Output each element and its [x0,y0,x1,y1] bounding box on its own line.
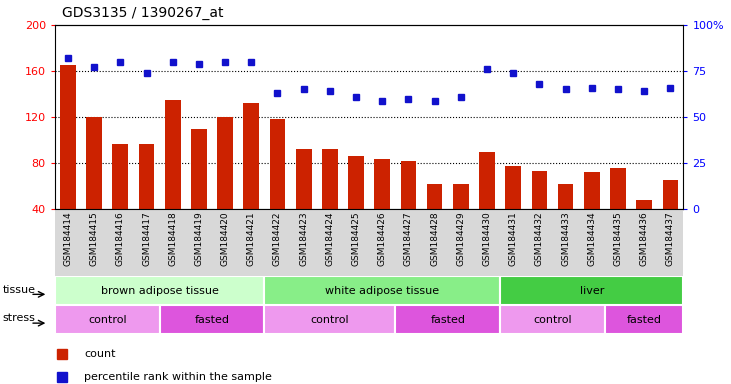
Bar [558,184,573,255]
Text: GSM184429: GSM184429 [456,211,466,266]
Bar [159,305,265,334]
Text: control: control [533,314,572,325]
Text: stress: stress [3,313,36,323]
Text: GSM184417: GSM184417 [142,211,151,266]
Text: GSM184425: GSM184425 [352,211,360,266]
Bar [453,184,469,255]
Bar [500,305,605,334]
Bar [191,129,207,255]
Bar [605,305,683,334]
Bar [584,172,599,255]
Bar [243,103,259,255]
Bar [662,180,678,255]
Text: GSM184420: GSM184420 [221,211,230,266]
Text: fasted: fasted [431,314,465,325]
Bar [55,305,159,334]
Text: GSM184432: GSM184432 [535,211,544,266]
Text: GSM184416: GSM184416 [115,211,125,266]
Text: GSM184436: GSM184436 [640,211,648,266]
Text: GSM184435: GSM184435 [613,211,623,266]
Bar [296,149,311,255]
Text: tissue: tissue [3,285,36,295]
Bar [610,168,626,255]
Text: fasted: fasted [626,314,662,325]
Bar [374,159,390,255]
Bar [401,161,416,255]
Text: GSM184424: GSM184424 [325,211,334,266]
Text: fasted: fasted [194,314,230,325]
Text: GSM184430: GSM184430 [482,211,491,266]
Bar [217,117,233,255]
Text: control: control [311,314,349,325]
Bar [348,156,364,255]
Text: GSM184431: GSM184431 [509,211,518,266]
Text: GSM184418: GSM184418 [168,211,177,266]
Bar [480,152,495,255]
Bar [395,305,500,334]
Text: GSM184427: GSM184427 [404,211,413,266]
Bar [265,276,500,305]
Text: GSM184433: GSM184433 [561,211,570,266]
Text: GSM184421: GSM184421 [247,211,256,266]
Bar [500,276,683,305]
Text: percentile rank within the sample: percentile rank within the sample [84,371,272,382]
Bar [60,65,76,255]
Bar [270,119,285,255]
Bar [55,276,265,305]
Text: GSM184419: GSM184419 [194,211,203,266]
Text: GSM184437: GSM184437 [666,211,675,266]
Bar [139,144,154,255]
Text: GSM184434: GSM184434 [587,211,596,266]
Text: control: control [88,314,126,325]
Bar [322,149,338,255]
Bar [531,171,548,255]
Text: GSM184426: GSM184426 [378,211,387,266]
Text: white adipose tissue: white adipose tissue [325,286,439,296]
Bar [505,166,521,255]
Bar [113,144,128,255]
Text: GDS3135 / 1390267_at: GDS3135 / 1390267_at [62,6,224,20]
Bar [427,184,442,255]
Text: GSM184414: GSM184414 [64,211,72,266]
Text: GSM184422: GSM184422 [273,211,282,266]
Text: GSM184423: GSM184423 [299,211,308,266]
Text: brown adipose tissue: brown adipose tissue [101,286,219,296]
Bar [164,100,181,255]
Bar [265,305,395,334]
Bar [86,117,102,255]
Text: liver: liver [580,286,604,296]
Text: count: count [84,349,115,359]
Bar [636,200,652,255]
Text: GSM184415: GSM184415 [90,211,99,266]
Text: GSM184428: GSM184428 [430,211,439,266]
